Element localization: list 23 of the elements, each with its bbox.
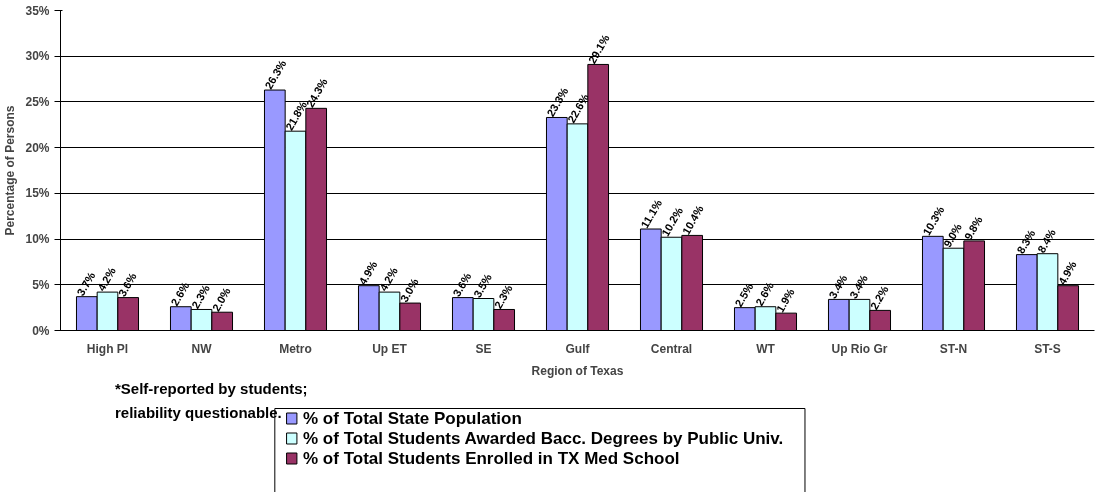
y-tick-label: 10% [25, 232, 50, 247]
x-axis-title: Region of Texas [531, 363, 624, 378]
x-tick-label: WT [756, 341, 776, 356]
x-tick-label: Up ET [372, 341, 408, 356]
x-tick-label: NW [191, 341, 213, 356]
y-tick-label: 25% [25, 94, 50, 109]
x-tick-label: SE [475, 341, 492, 356]
x-tick-label: ST-S [1034, 341, 1061, 356]
y-tick-label: 15% [25, 186, 50, 201]
legend-label: % of Total Students Enrolled in TX Med School [303, 449, 680, 468]
x-tick-label: High Pl [86, 341, 129, 356]
y-tick-label: 20% [25, 140, 50, 155]
y-tick-label: 30% [25, 49, 50, 64]
y-axis-title: Percentage of Persons [3, 105, 18, 236]
x-tick-label: Central [650, 341, 693, 356]
x-tick-label: Up Rio Gr [831, 341, 888, 356]
x-tick-label: Gulf [565, 341, 591, 356]
legend-label: % of Total Students Awarded Bacc. Degrees by Public Univ. [303, 429, 784, 448]
x-tick-label: ST-N [939, 341, 968, 356]
x-tick-label: Metro [279, 341, 312, 356]
y-tick-label: 35% [25, 3, 50, 18]
y-tick-label: 5% [32, 277, 50, 292]
y-tick-label: 0% [32, 323, 50, 338]
